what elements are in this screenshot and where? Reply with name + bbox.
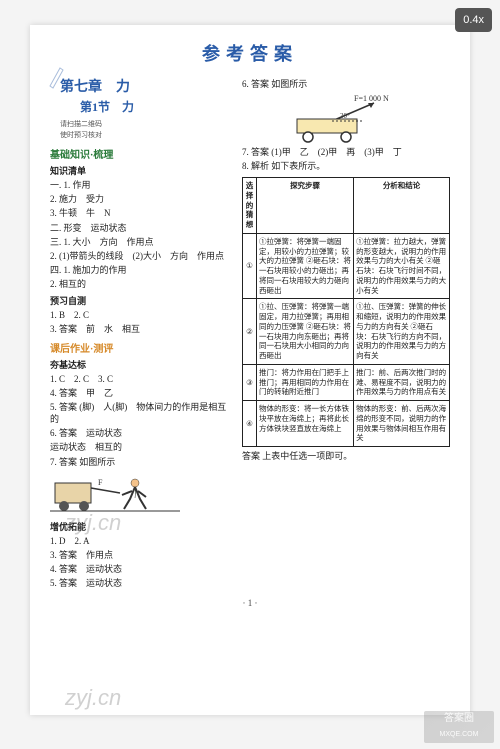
text-line: 8. 解析 如下表所示。 (242, 161, 450, 173)
force-value: F=1 000 N (354, 94, 389, 103)
table-row: ① ①拉弹簧：将弹簧一端固定，用较小的力拉弹簧；较大的力拉弹簧 ②砸石块：将一石… (243, 233, 450, 299)
text-line: 3. 答案 前 水 相互 (50, 324, 230, 336)
chapter-text: 第七章 力 (60, 80, 130, 95)
table-cell: ③ (243, 364, 257, 400)
text-line: 4. 答案 运动状态 (50, 564, 230, 576)
table-header: 分析和结论 (354, 178, 450, 234)
text-line: 4. 答案 甲 乙 (50, 388, 230, 400)
text-line: 6. 答案 运动状态 (50, 428, 230, 440)
table-cell: ① (243, 233, 257, 299)
table-header: 探究步骤 (257, 178, 354, 234)
analysis-table: 选择的猜想 探究步骤 分析和结论 ① ①拉弹簧：将弹簧一端固定，用较小的力拉弹簧… (242, 177, 450, 447)
chapter-heading: 第七章 力 (50, 76, 230, 96)
table-row: ③ 推门：将力作用在门把手上推门；再用相同的力作用在门的转轴附近推门 推门：前、… (243, 364, 450, 400)
table-header: 选择的猜想 (243, 178, 257, 234)
table-cell: ② (243, 299, 257, 365)
corner-watermark: 答案圈 MXQE.COM (424, 711, 494, 743)
table-cell: ①拉弹簧：拉力越大，弹簧的形变越大，说明力的作用效果与力的大小有关 ②砸石块：石… (354, 233, 450, 299)
label-list: 知识清单 (50, 164, 230, 177)
label-basic: 基础知识·梳理 (50, 146, 230, 161)
text-line: 3. 答案 作用点 (50, 550, 230, 562)
section-heading: 第1节 力 (50, 98, 230, 115)
page-title: 参考答案 (50, 40, 450, 66)
text-line: 3. 牛顿 牛 N (50, 208, 230, 220)
corner-watermark-line2: MXQE.COM (424, 727, 494, 743)
svg-text:F: F (98, 478, 103, 487)
table-cell: ④ (243, 401, 257, 447)
cart-force-diagram: F=1 000 N 30° (282, 93, 412, 143)
table-cell: 推门：前、后两次推门时的难、易程度不同，说明力的作用效果与力的作用点有关 (354, 364, 450, 400)
table-cell: ①拉、压弹簧：弹簧的伸长和缩短，说明力的作用效果与力的方向有关 ②砸石块：石块飞… (354, 299, 450, 365)
text-line: 7. 答案 (1)甲 乙 (2)甲 再 (3)甲 丁 (242, 147, 450, 159)
label-self: 预习自测 (50, 294, 230, 307)
table-row: ④ 物体的形变：将一长方体铁块平放在海绵上；再将此长方体铁块竖直放在海绵上 物体… (243, 401, 450, 447)
corner-watermark-line1: 答案圈 (424, 711, 494, 727)
table-footer-note: 答案 上表中任选一项即可。 (242, 451, 450, 463)
text-line: 2. (1)带箭头的线段 (2)大小 方向 作用点 (50, 251, 230, 263)
text-line: 6. 答案 如图所示 (242, 79, 450, 91)
table-cell: ①拉弹簧：将弹簧一端固定，用较小的力拉弹簧；较大的力拉弹簧 ②砸石块：将一石块用… (257, 233, 354, 299)
table-row: ② ①拉、压弹簧：将弹簧一端固定，用力拉弹簧；再用相同的力压弹簧 ②砸石块：将一… (243, 299, 450, 365)
text-line: 二. 形变 运动状态 (50, 223, 230, 235)
watermark-text: zyj.cn (65, 685, 121, 711)
table-cell: 物体的形变：前、后两次海绵的形变不同，说明力的作用效果与物体间相互作用有关 (354, 401, 450, 447)
text-line: 2. 施力 受力 (50, 194, 230, 206)
zoom-badge: 0.4x (455, 8, 492, 32)
right-column: 6. 答案 如图所示 F=1 000 N 30° 7. 答案 (1)甲 乙 (2… (242, 76, 450, 592)
pen-icon (46, 64, 66, 90)
text-line: 运动状态 相互的 (50, 442, 230, 454)
text-line: 2. 相互的 (50, 279, 230, 291)
text-line: 1. B 2. C (50, 310, 230, 322)
text-line: 7. 答案 如图所示 (50, 457, 230, 469)
content-columns: 第七章 力 第1节 力 请扫描二维码 使时预习核对 基础知识·梳理 知识清单 一… (50, 76, 450, 592)
label-std: 夯基达标 (50, 358, 230, 371)
label-after: 课后作业·测评 (50, 340, 230, 355)
text-line: 5. 答案 运动状态 (50, 578, 230, 590)
text-line: 5. 答案 (脚) 人(脚) 物体间力的作用是相互的 (50, 402, 230, 425)
qr-note-2: 使时预习核对 (50, 130, 230, 140)
text-line: 四. 1. 施加力的作用 (50, 265, 230, 277)
table-cell: 物体的形变：将一长方体铁块平放在海绵上；再将此长方体铁块竖直放在海绵上 (257, 401, 354, 447)
label-adv: 增优拓能 (50, 520, 230, 533)
text-line: 三. 1. 大小 方向 作用点 (50, 237, 230, 249)
left-column: 第七章 力 第1节 力 请扫描二维码 使时预习核对 基础知识·梳理 知识清单 一… (50, 76, 230, 592)
table-cell: ①拉、压弹簧：将弹簧一端固定，用力拉弹簧；再用相同的力压弹簧 ②砸石块：将一石块… (257, 299, 354, 365)
person-pull-cart-diagram: F (50, 473, 180, 513)
page-number: · 1 · (50, 598, 450, 608)
document-page: 参考答案 第七章 力 第1节 力 请扫描二维码 使时预习核对 基础知识·梳理 知… (30, 25, 470, 715)
qr-note-1: 请扫描二维码 (50, 119, 230, 129)
text-line: 1. D 2. A (50, 536, 230, 548)
text-line: 一. 1. 作用 (50, 180, 230, 192)
text-line: 1. C 2. C 3. C (50, 374, 230, 386)
table-cell: 推门：将力作用在门把手上推门；再用相同的力作用在门的转轴附近推门 (257, 364, 354, 400)
